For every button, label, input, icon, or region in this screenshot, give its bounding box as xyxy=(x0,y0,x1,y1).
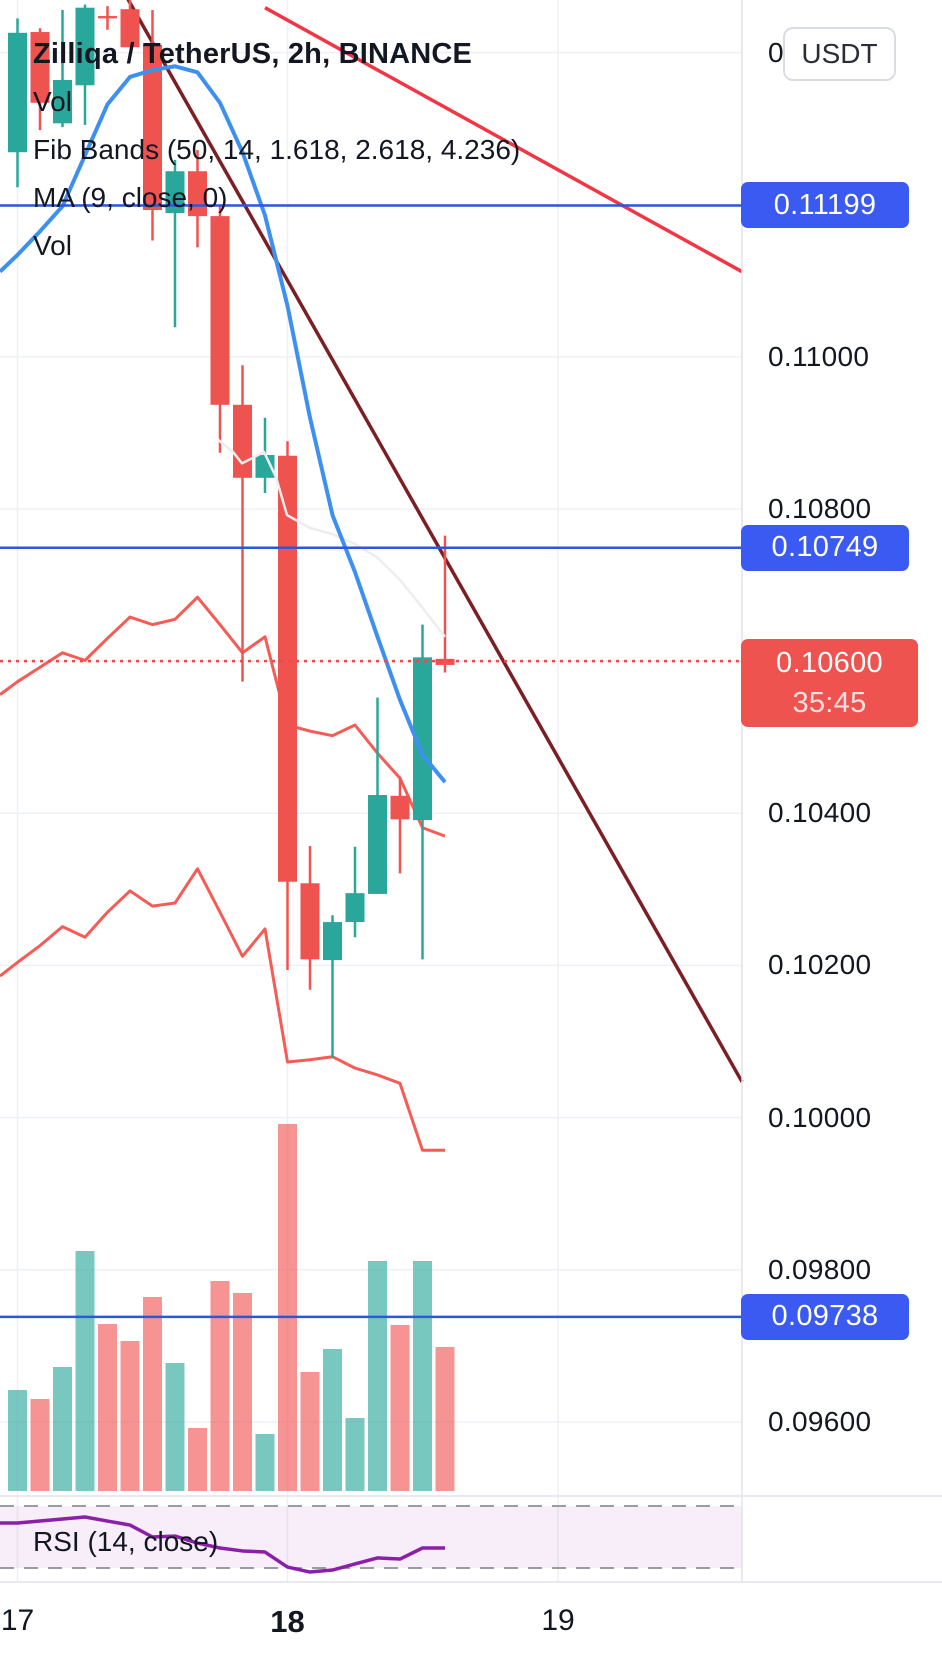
volume-bar xyxy=(345,1418,365,1491)
trendline-dark[interactable] xyxy=(126,0,744,1083)
time-tick-label: 17 xyxy=(0,1604,35,1637)
candle-body xyxy=(435,658,455,665)
bar-countdown: 35:45 xyxy=(792,687,867,720)
price-level-label[interactable]: 0.11199 xyxy=(741,182,909,229)
candle-body xyxy=(165,171,185,214)
volume-bar xyxy=(8,1390,27,1491)
candle-body xyxy=(210,216,230,405)
candle-body xyxy=(120,9,140,48)
candle-body xyxy=(278,455,297,882)
volume-bar xyxy=(165,1363,185,1491)
volume-bar xyxy=(53,1367,72,1491)
volume-bar xyxy=(255,1434,275,1491)
legend-row-vol[interactable]: Vol xyxy=(33,86,72,117)
candle-body xyxy=(368,795,387,894)
last-price-label: 0.10600 35:45 xyxy=(741,639,918,728)
volume-bar xyxy=(30,1399,50,1491)
fib-basis-line xyxy=(217,438,446,638)
volume-bar xyxy=(390,1325,410,1491)
rsi-legend[interactable]: RSI (14, close) xyxy=(33,1526,219,1557)
price-tick-label: 0.10000 xyxy=(768,1101,872,1133)
volume-bar xyxy=(98,1324,117,1491)
volume-bar xyxy=(75,1251,95,1491)
legend-row-fib-bands[interactable]: Fib Bands (50, 14, 1.618, 2.618, 4.236) xyxy=(33,134,521,165)
candle-body xyxy=(413,657,432,821)
volume-bar xyxy=(435,1347,455,1491)
candle-body xyxy=(98,16,117,19)
volume-bar xyxy=(143,1297,162,1491)
time-tick-label: 19 xyxy=(541,1604,575,1637)
price-level-label[interactable]: 0.09738 xyxy=(741,1293,909,1340)
legend: Zilliqa / TetherUS, 2h, BINANCE Vol Fib … xyxy=(33,36,520,270)
fib-upper-line xyxy=(0,595,446,838)
candle-body xyxy=(143,44,162,211)
volume-bar xyxy=(120,1341,140,1491)
volume-bar xyxy=(233,1293,252,1491)
price-tick-label: 0.10400 xyxy=(768,797,872,829)
price-tick-label: 0.11000 xyxy=(768,340,870,372)
trendline-bright[interactable] xyxy=(264,6,743,274)
candle-body xyxy=(8,32,27,153)
price-tick-label: 0.10800 xyxy=(768,493,872,524)
symbol-title[interactable]: Zilliqa / TetherUS, 2h, BINANCE xyxy=(33,38,473,70)
currency-toggle-button[interactable]: USDT xyxy=(783,27,896,81)
volume-bar xyxy=(278,1124,297,1491)
volume-bar xyxy=(368,1261,387,1491)
price-tick-label: 0.10200 xyxy=(768,949,872,981)
price-tick-label: 0.09600 xyxy=(768,1405,872,1437)
rsi-line xyxy=(0,1515,445,1574)
volume-bar xyxy=(188,1428,207,1491)
volume-bar xyxy=(413,1261,432,1491)
last-price-value: 0.10600 xyxy=(776,647,883,680)
price-level-label[interactable]: 0.10749 xyxy=(741,524,909,571)
volume-bar xyxy=(210,1281,230,1491)
legend-row-vol-2[interactable]: Vol xyxy=(33,230,72,261)
candle-body xyxy=(345,893,365,923)
candle-body xyxy=(53,79,72,124)
ma-line xyxy=(0,64,447,784)
volume-bar xyxy=(300,1372,320,1491)
fib-lower-line xyxy=(0,867,445,1152)
volume-bar xyxy=(323,1349,342,1491)
rsi-band xyxy=(0,1506,742,1568)
candle-body xyxy=(30,32,50,103)
candle-body xyxy=(300,883,320,960)
candle-body xyxy=(323,922,342,961)
candle-body xyxy=(75,7,95,86)
price-tick-label: 0.09800 xyxy=(768,1253,872,1285)
legend-row-ma[interactable]: MA (9, close, 0) xyxy=(33,182,228,213)
time-tick-label: 18 xyxy=(270,1604,305,1639)
candle-body xyxy=(390,795,410,820)
candle-body xyxy=(233,404,252,478)
candle-body xyxy=(255,454,275,478)
